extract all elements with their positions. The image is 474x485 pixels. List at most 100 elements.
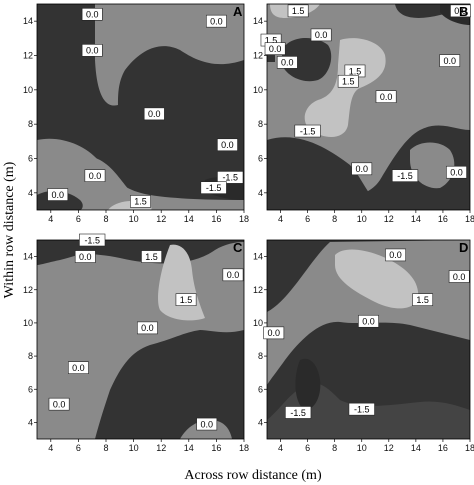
contour-label-box [48,397,70,411]
contour-label-text: -1.5 [84,235,100,245]
y-tick-label: 8 [28,351,33,361]
contour-label-text: 0.0 [72,363,85,373]
y-axis-title: Within row distance (m) [2,161,17,298]
contour-label-text: 0.0 [389,250,402,260]
panel-a-letter: A [233,4,243,19]
y-tick-label: 6 [258,154,263,164]
contour-label-box [446,165,467,179]
x-tick-label: 12 [384,214,394,224]
x-tick-label: 8 [332,214,337,224]
contour-label-box [310,28,332,42]
contour-label: 0.0 [74,250,96,263]
contour-label: 1.5 [412,293,434,307]
contour-label-text: 0.0 [53,399,66,409]
x-tick-label: 18 [239,214,249,224]
contour-label-text: 1.5 [342,77,355,87]
contour-label-box [143,107,165,121]
contour-label: -1.5 [79,233,106,247]
y-tick-label: 12 [23,285,33,295]
contour-label-box [217,138,238,152]
contour-label: 0.0 [263,326,285,340]
contour-label-text: 0.0 [453,272,466,282]
contour-label: 0.0 [143,107,165,121]
y-tick-label: 4 [28,417,33,427]
contour-label-text: 1.5 [416,295,429,305]
contour-label: 1.5 [130,195,151,208]
contour-label-box [294,124,321,138]
x-tick-label: 4 [48,443,53,453]
contour-label-box [263,326,285,340]
contour-label-text: 1.5 [134,197,147,207]
panel-d-letter: D [459,240,468,255]
contour-label: -1.5 [200,181,227,194]
contour-label-text: 1.5 [265,35,278,45]
contour-label-text: 0.0 [269,44,282,54]
x-tick-label: 4 [48,214,53,224]
contour-label: -1.5 [391,169,419,182]
contour-label: 0.0 [84,169,106,182]
x-tick-label: 14 [411,214,421,224]
x-tick-label: 14 [411,443,421,453]
contour-label-text: -1.5 [290,408,306,418]
contour-label: 0.0 [439,54,461,67]
contour-label-box [130,195,151,208]
x-tick-label: 14 [184,214,194,224]
x-tick-label: 10 [357,214,367,224]
contour-label: 0.0 [351,162,373,176]
contour-label-text: -1.5 [300,126,316,136]
contour-label-text: 0.0 [355,164,368,174]
contour-label-text: 1.5 [145,252,158,262]
contour-label: -1.5 [217,171,244,184]
y-tick-label: 6 [258,384,263,394]
panel-b-letter: B [459,4,468,19]
contour-label: 0.0 [448,270,470,283]
contour-label: -1.5 [294,124,321,138]
contour-label-box [200,181,227,194]
contour-label-box [196,417,218,431]
contour-label: 0.0 [81,8,103,21]
contour-label-box [448,270,470,283]
y-tick-label: 4 [28,188,33,198]
contour-label-text: 0.0 [281,58,294,68]
contour-label-box [74,250,96,263]
y-tick-label: 10 [253,85,263,95]
contour-label-box [141,250,162,263]
contour-label-text: 0.0 [221,140,234,150]
x-axis-title: Across row distance (m) [184,468,322,483]
y-tick-label: 14 [253,252,263,262]
contour-label-text: 0.0 [141,323,154,333]
contour-label-box [358,314,379,328]
contour-label: 0.0 [450,4,471,18]
y-tick-label: 10 [253,318,263,328]
contour-label-text: 0.0 [86,46,99,56]
y-tick-label: 12 [23,51,33,61]
y-tick-label: 14 [23,16,33,26]
contour-label-box [375,90,397,103]
contour-label: 0.0 [81,44,103,57]
x-tick-label: 10 [129,443,139,453]
x-tick-label: 8 [332,443,337,453]
contour-label: 0.0 [206,14,227,28]
contour-label-text: 0.0 [89,171,102,181]
contour-label-box [222,268,244,282]
x-tick-label: 12 [156,443,166,453]
contour-label-box [137,321,158,335]
contour-label-text: -1.5 [206,183,222,193]
contour-label-box [264,42,286,55]
x-tick-label: 10 [129,214,139,224]
panel-b: 1.51.50.00.00.01.51.50.00.00.0-1.50.0-1.… [260,3,471,211]
contour-label: 0.0 [375,90,397,103]
x-tick-label: 16 [438,443,448,453]
contour-label-box [47,188,69,201]
contour-label-box [81,44,103,57]
y-tick-label: 14 [23,252,33,262]
contour-label-text: -1.5 [354,404,370,414]
panel-c-contours [37,240,244,439]
panel-c-letter: C [233,240,243,255]
contour-label-text: 1.5 [180,295,193,305]
x-tick-label: 18 [465,443,474,453]
x-tick-label: 6 [305,443,310,453]
contour-label: 0.0 [310,28,332,42]
panel-b-contours [267,4,470,210]
panel-a-contours [37,4,244,210]
